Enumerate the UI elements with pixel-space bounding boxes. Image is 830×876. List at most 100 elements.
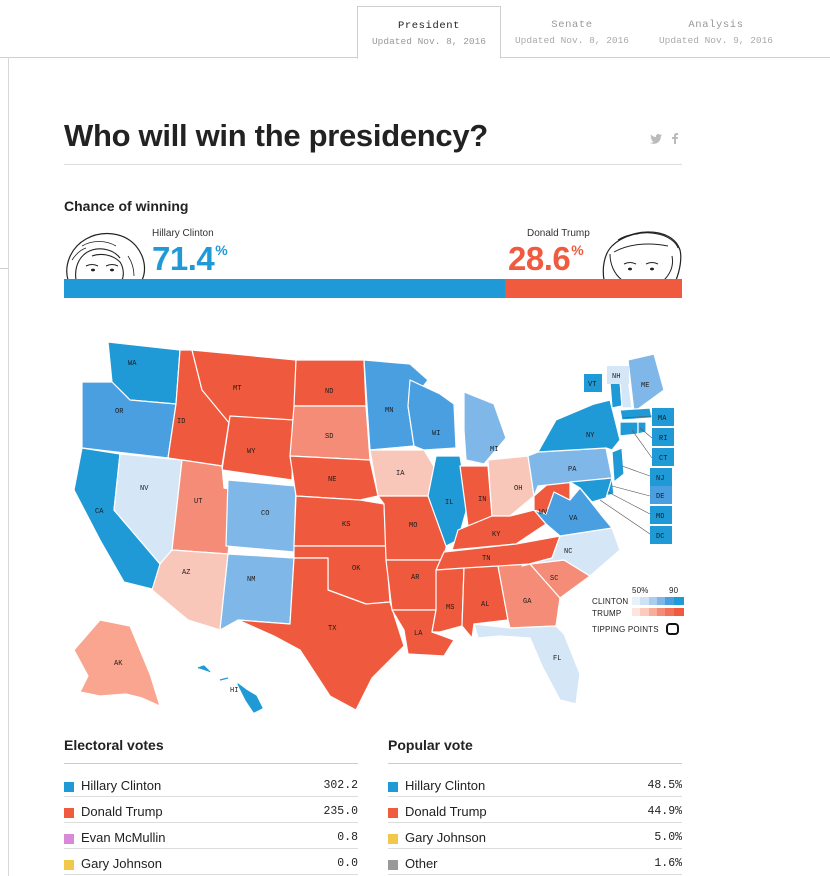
legend-trump-swatch [640,608,651,616]
left-tick [0,268,8,269]
state-ma [619,407,653,421]
tab-president[interactable]: President Updated Nov. 8, 2016 [357,6,501,59]
facebook-icon[interactable] [671,132,678,147]
label-ri: RI [659,435,667,443]
label-ca: CA [95,508,104,516]
tab-updated: Updated Nov. 8, 2016 [514,35,630,46]
label-sc: SC [550,575,558,583]
legend-clinton-swatch [656,597,667,605]
label-pa: PA [568,466,577,474]
legend-swatch [388,834,398,844]
candidate-value: 0.0 [337,857,358,870]
label-nd: ND [325,388,333,396]
state-fl [473,623,581,705]
label-nj: NJ [656,475,664,483]
table-row: Hillary Clinton 48.5% [388,771,682,797]
state-me [627,353,665,413]
state-wi [407,379,457,451]
chance-label: Chance of winning [64,198,189,214]
legend-trump-swatch [632,608,642,616]
label-tn: TN [482,555,490,563]
state-nc [521,527,621,577]
label-nc: NC [564,548,572,556]
trump-name: Donald Trump [527,228,590,239]
tab-analysis[interactable]: Analysis Updated Nov. 9, 2016 [644,6,788,58]
state-nm [219,553,295,631]
trump-chance: 28.6% [508,240,584,277]
candidate-value: 302.2 [323,779,358,792]
legend-swatch [64,808,74,818]
state-ne [289,455,379,501]
state-md [569,477,613,503]
legend-trump-swatch [665,608,676,616]
state-ks [293,495,387,547]
label-ok: OK [352,565,361,573]
label-id: ID [177,418,185,426]
legend-clinton-swatch [648,597,659,605]
candidate-name: Gary Johnson [81,856,162,871]
legend-tipping: TIPPING POINTS [592,625,659,634]
clinton-name: Hillary Clinton [152,228,214,239]
state-oh [487,455,535,517]
label-dc: DC [656,533,664,541]
title-divider [64,164,682,165]
candidate-name: Evan McMullin [81,830,166,845]
table-row: Gary Johnson 5.0% [388,823,682,849]
label-ks: KS [342,521,350,529]
label-me: ME [641,382,649,390]
legend-swatch [388,782,398,792]
legend-swatch [388,808,398,818]
table-row: Other 1.6% [388,849,682,875]
candidate-name: Hillary Clinton [81,778,162,793]
page-title: Who will win the presidency? [64,118,488,153]
label-mn: MN [385,407,393,415]
legend-swatch [388,860,398,870]
state-ct [619,421,639,437]
state-nj [611,447,625,483]
candidate-name: Hillary Clinton [405,778,486,793]
label-wv: WV [539,509,548,517]
candidate-value: 0.8 [337,831,358,844]
small-state-boxes [584,366,674,544]
label-al: AL [481,601,489,609]
electoral-rule [64,763,358,764]
candidate-value: 1.6% [654,857,682,870]
label-co: CO [261,510,269,518]
twitter-icon[interactable] [650,132,666,147]
electoral-title: Electoral votes [64,737,164,753]
state-ny [537,399,621,453]
label-in: IN [478,496,486,504]
legend-swatch [64,860,74,870]
label-wa: WA [128,360,137,368]
label-ga: GA [523,598,532,606]
table-row: Hillary Clinton 302.2 [64,771,358,797]
label-de: DE [656,493,664,501]
label-va: VA [569,515,578,523]
popular-title: Popular vote [388,737,473,753]
table-row: Gary Johnson 0.0 [64,849,358,875]
tipping-point-icon [666,623,679,635]
label-ms: MS [446,604,454,612]
candidate-value: 44.9% [647,805,682,818]
legend-low: 50% [632,586,649,595]
label-md: MD [656,513,664,521]
share-buttons [650,132,684,147]
candidate-value: 48.5% [647,779,682,792]
label-ne: NE [328,476,336,484]
label-nh: NH [612,373,620,381]
candidate-name: Other [405,856,438,871]
legend-clinton-swatch [632,597,642,605]
label-or: OR [115,408,124,416]
tab-senate[interactable]: Senate Updated Nov. 8, 2016 [500,6,644,58]
label-az: AZ [182,569,190,577]
tab-updated: Updated Nov. 9, 2016 [658,35,774,46]
legend-swatch [64,782,74,792]
label-vt: VT [588,381,596,389]
table-row: Evan McMullin 0.8 [64,823,358,849]
label-ma: MA [658,415,667,423]
label-ia: IA [396,470,405,478]
clinton-chance: 71.4% [152,240,228,277]
state-tx [237,557,405,711]
label-mi: MI [490,446,498,454]
candidate-value: 5.0% [654,831,682,844]
